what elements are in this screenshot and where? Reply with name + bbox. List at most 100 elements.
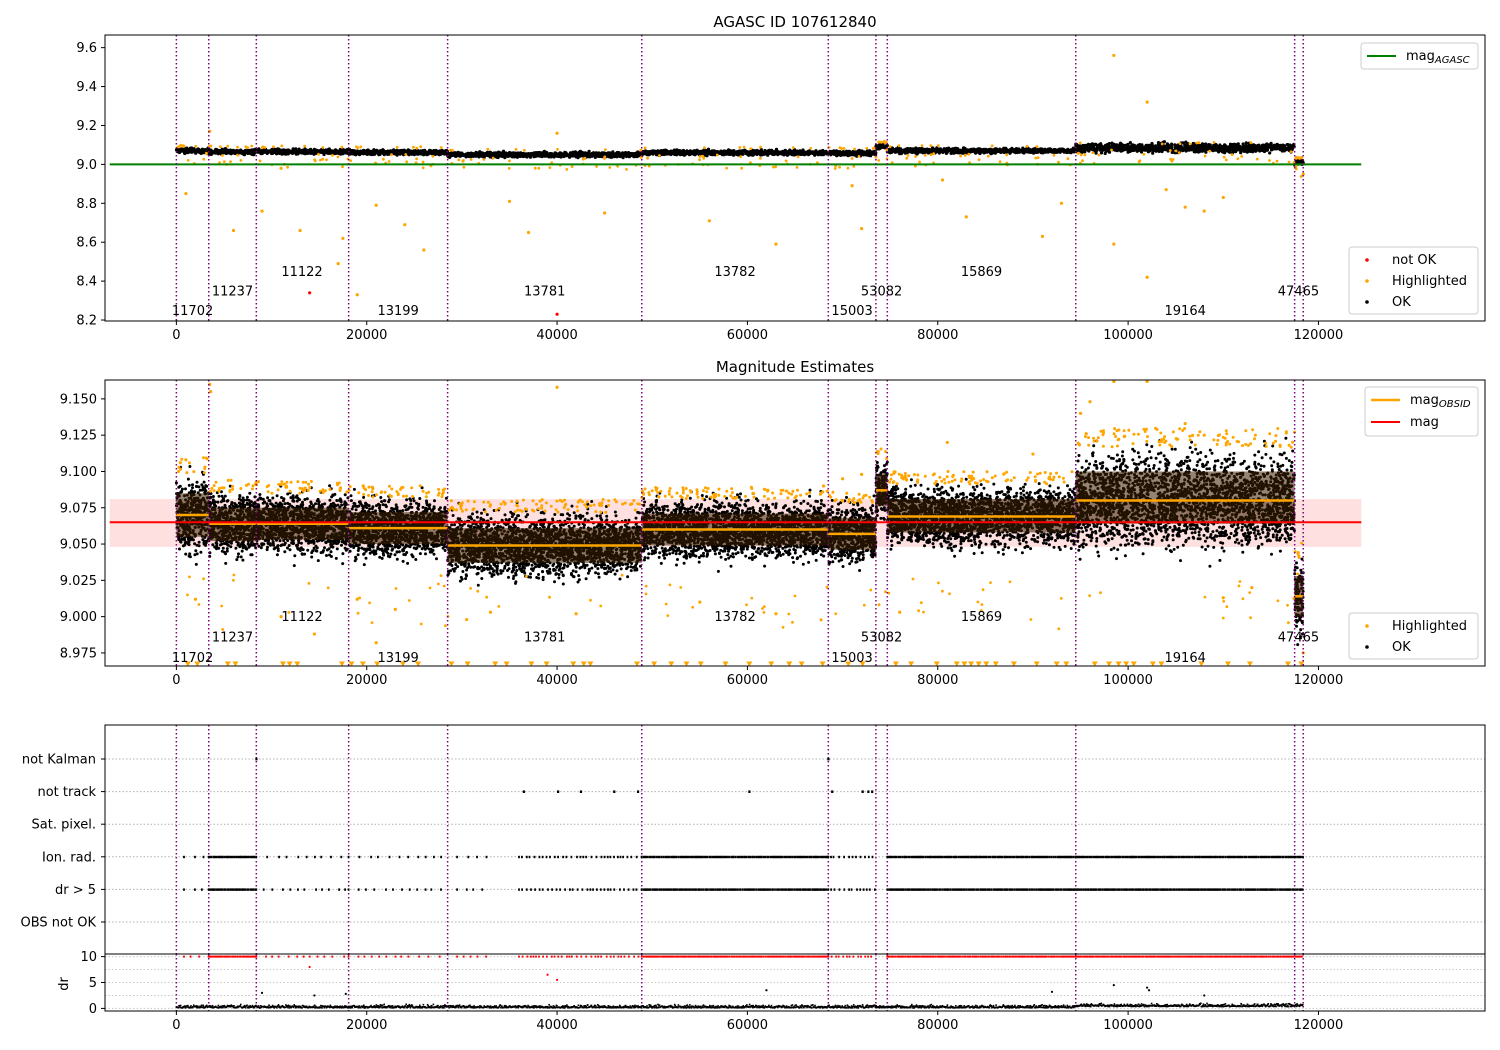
- highlighted-point: [356, 146, 360, 150]
- ok-point: [749, 153, 753, 157]
- ok-point: [1276, 143, 1281, 147]
- highlighted-point: [872, 147, 875, 151]
- ok-point: [230, 151, 234, 155]
- ok-point: [334, 150, 339, 154]
- highlighted-point: [258, 159, 262, 163]
- ok-point: [655, 150, 659, 154]
- ok-point: [667, 151, 671, 155]
- highlighted-point: [932, 152, 936, 156]
- highlighted-point: [759, 145, 762, 149]
- ok-point: [1211, 149, 1215, 153]
- ok-point: [963, 146, 967, 150]
- highlighted-point: [772, 165, 775, 169]
- ok-point: [1251, 147, 1255, 151]
- ok-point: [1262, 143, 1266, 147]
- highlighted-point: [236, 145, 240, 149]
- highlighted-point: [204, 151, 208, 155]
- ok-point: [1249, 143, 1254, 147]
- ok-point: [1076, 146, 1081, 150]
- ok-point: [1268, 151, 1272, 155]
- highlighted-point: [404, 153, 408, 156]
- ok-point: [189, 146, 194, 150]
- highlighted-point: [303, 144, 307, 148]
- highlighted-point: [796, 155, 800, 159]
- ok-point: [575, 153, 579, 157]
- highlighted-point: [286, 165, 289, 169]
- highlighted-point: [321, 146, 325, 149]
- highlighted-point: [448, 148, 452, 152]
- ok-point: [382, 153, 386, 157]
- ok-point: [989, 152, 993, 156]
- highlighted-points: [176, 53, 1305, 297]
- ok-point: [186, 148, 190, 152]
- ok-point: [1278, 148, 1282, 152]
- highlighted-point: [1289, 150, 1293, 154]
- highlighted-point: [759, 156, 762, 160]
- highlighted-point: [918, 160, 921, 164]
- ok-point: [501, 153, 505, 157]
- ok-point: [723, 151, 727, 155]
- ok-point: [572, 153, 576, 157]
- ok-point: [1020, 149, 1024, 153]
- ok-point: [1234, 147, 1238, 151]
- highlighted-point: [846, 166, 850, 170]
- ok-point: [312, 147, 316, 151]
- highlighted-point: [1255, 157, 1259, 161]
- ok-points: [174, 140, 1305, 167]
- ok-point: [398, 152, 402, 156]
- ok-point: [1184, 140, 1188, 144]
- ok-point: [252, 152, 256, 156]
- ok-point: [383, 150, 387, 154]
- ok-point: [1154, 144, 1158, 148]
- ok-point: [1274, 144, 1278, 148]
- ok-point: [506, 153, 510, 157]
- highlighted-point: [986, 154, 990, 158]
- highlighted-point: [698, 158, 701, 162]
- ok-point: [1186, 146, 1190, 150]
- highlighted-point: [246, 146, 250, 150]
- ok-point: [244, 150, 248, 154]
- highlighted-point: [888, 145, 892, 149]
- ok-point: [454, 153, 458, 157]
- ok-point: [764, 152, 768, 156]
- highlighted-point: [469, 158, 473, 161]
- ok-point: [630, 153, 634, 158]
- ok-point: [1054, 150, 1058, 154]
- ok-point: [1118, 142, 1122, 146]
- highlighted-point: [850, 157, 854, 160]
- highlighted-point: [715, 153, 719, 157]
- ok-point: [1254, 149, 1258, 153]
- highlighted-point: [1035, 145, 1039, 149]
- ok-point: [977, 151, 982, 155]
- ok-point: [528, 155, 533, 159]
- ok-point: [224, 149, 228, 154]
- highlighted-point: [280, 144, 284, 148]
- ok-point: [922, 149, 926, 153]
- highlighted-point: [1240, 155, 1244, 158]
- highlighted-point: [1230, 153, 1234, 157]
- highlighted-point: [1299, 175, 1303, 178]
- ok-point: [1288, 145, 1292, 149]
- agasc-panel-title: AGASC ID 107612840: [713, 13, 876, 31]
- ok-point: [291, 149, 295, 153]
- ok-point: [913, 148, 917, 152]
- ok-point: [257, 147, 261, 151]
- ok-point: [702, 151, 707, 155]
- ok-point: [1136, 143, 1140, 147]
- highlighted-point: [340, 145, 344, 149]
- highlighted-point: [1224, 158, 1228, 162]
- highlighted-point: [556, 148, 559, 151]
- ok-point: [1167, 145, 1171, 149]
- ok-point: [1127, 148, 1131, 152]
- ok-point: [1146, 143, 1150, 147]
- ok-point: [324, 148, 328, 152]
- ok-point: [694, 150, 699, 154]
- ok-point: [1240, 148, 1244, 152]
- ok-point: [946, 148, 950, 152]
- highlighted-point: [703, 146, 706, 150]
- highlighted-point: [313, 158, 316, 162]
- ok-point: [905, 147, 909, 151]
- ok-point: [796, 150, 800, 154]
- highlighted-point: [608, 166, 612, 169]
